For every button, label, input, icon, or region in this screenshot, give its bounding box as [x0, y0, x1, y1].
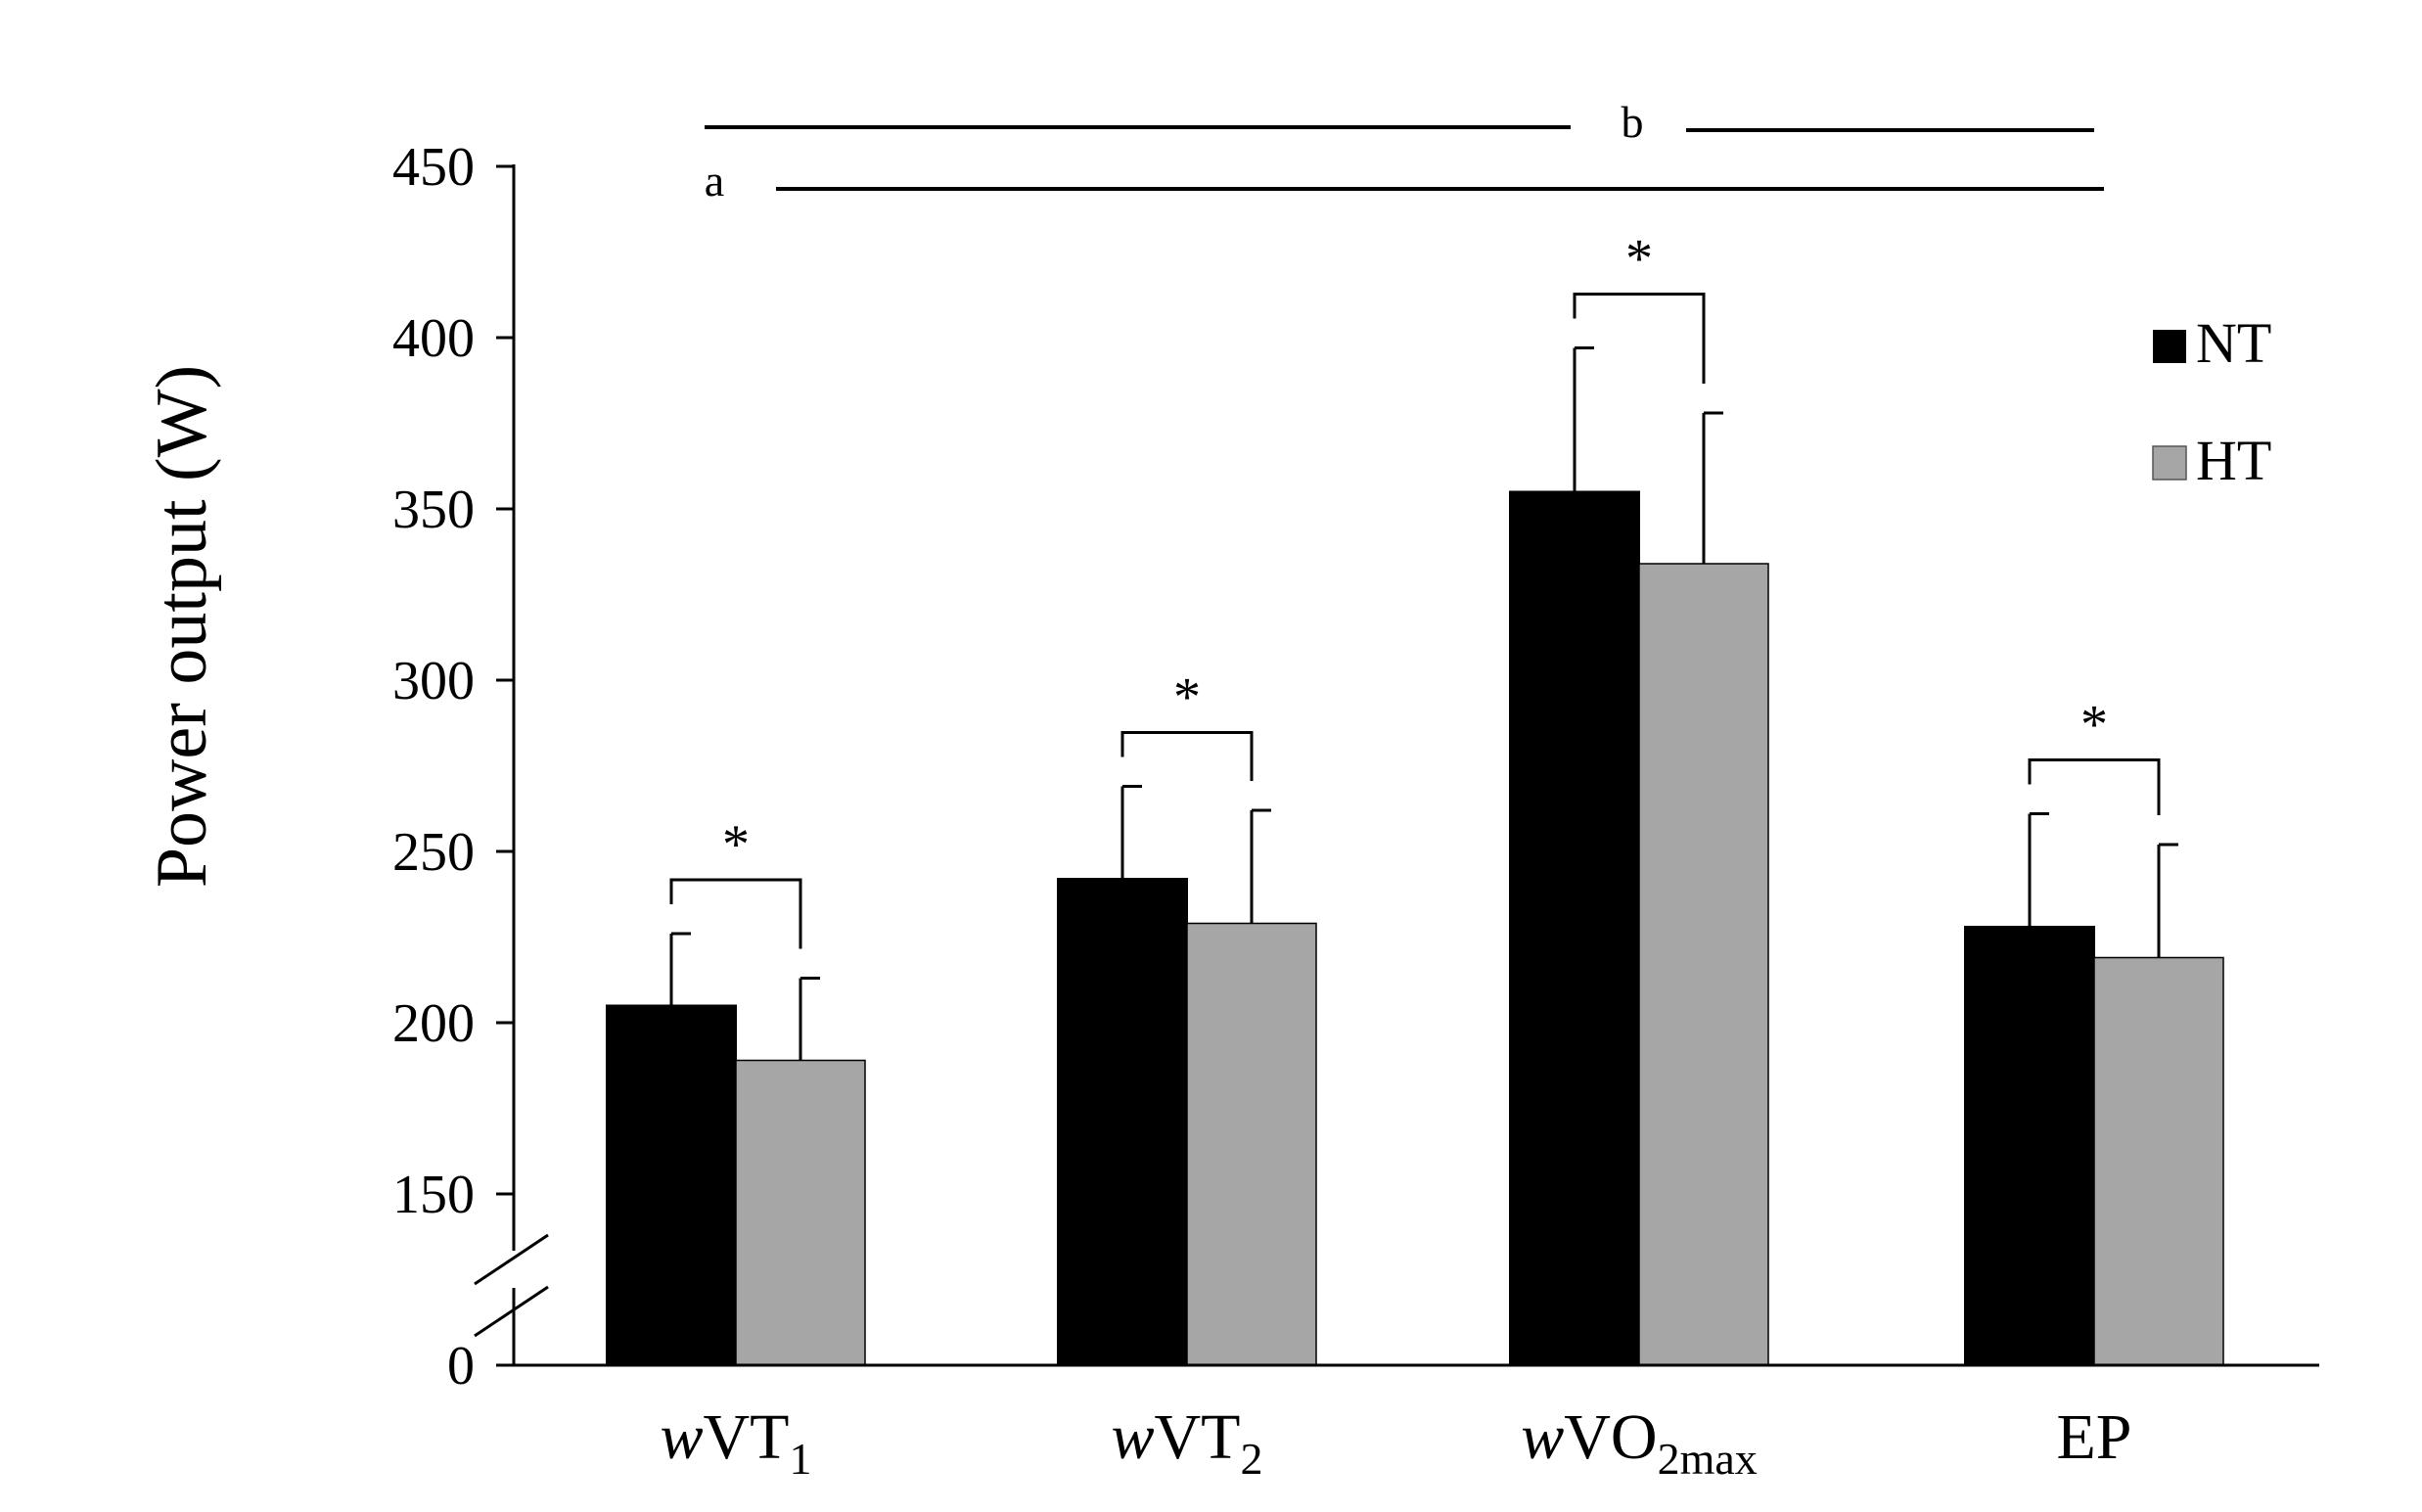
- significance-asterisk-0: *: [722, 814, 750, 875]
- x-tick-labels: wVT1 wVT2 wVO2max EP: [660, 1401, 2131, 1484]
- x-tick-label-main-0: VT: [704, 1401, 790, 1473]
- y-tick-label-250: 250: [392, 822, 475, 883]
- x-tick-label-2: wVO2max: [1521, 1401, 1758, 1484]
- bar-ht-0: [735, 1059, 866, 1366]
- bar-nt-3: [1964, 926, 2095, 1366]
- x-tick-label-sub-0: 1: [790, 1434, 812, 1484]
- y-axis-label: Power output (W): [142, 365, 222, 888]
- y-tick-label-350: 350: [392, 480, 475, 540]
- significance-bracket-1: [1120, 731, 1254, 781]
- y-tick-label-150: 150: [392, 1165, 475, 1225]
- x-tick-label-main-1: VT: [1155, 1401, 1241, 1473]
- y-tick-label-300: 300: [392, 651, 475, 711]
- x-tick-label-main-3: EP: [2056, 1401, 2131, 1473]
- significance-bracket-2: [1573, 293, 1706, 384]
- x-tick-label-main-2: VO: [1564, 1401, 1657, 1473]
- y-tick-label-200: 200: [392, 993, 475, 1054]
- bar-ht-2: [1638, 563, 1769, 1366]
- legend-swatch-ht: [2152, 445, 2187, 481]
- significance-asterisk-2: *: [1625, 229, 1653, 290]
- significance-asterisk-1: *: [1173, 667, 1201, 728]
- bars: [606, 346, 2224, 1366]
- axis-break-mark-upper: [474, 1233, 549, 1286]
- y-ticks: 450 400 350 300 250 200 150 0: [392, 137, 514, 1397]
- legend-label-nt: NT: [2196, 311, 2271, 375]
- axis-break-mark-lower: [474, 1285, 549, 1338]
- significance-asterisk-3: *: [2080, 695, 2108, 756]
- y-tick-label-400: 400: [392, 308, 475, 369]
- x-tick-label-sub-2: 2max: [1658, 1434, 1758, 1484]
- legend: NT HT: [2152, 311, 2271, 492]
- x-tick-label-prefix-2: w: [1521, 1401, 1564, 1473]
- x-tick-label-prefix-0: w: [660, 1401, 703, 1473]
- bar-nt-0: [606, 1004, 737, 1366]
- y-tick-label-0: 0: [447, 1336, 475, 1397]
- legend-swatch-nt: [2153, 330, 2186, 363]
- significance-line-label-a: a: [705, 156, 724, 206]
- bar-nt-2: [1509, 490, 1640, 1366]
- x-tick-label-prefix-1: w: [1111, 1401, 1154, 1473]
- y-tick-label-450: 450: [392, 137, 475, 198]
- bar-ht-1: [1186, 922, 1317, 1366]
- significance-bracket-0: [669, 878, 802, 949]
- x-tick-label-0: wVT1: [660, 1401, 811, 1484]
- significance-markers: * * * * a b: [669, 97, 2161, 949]
- axes: [474, 164, 2319, 1367]
- legend-label-ht: HT: [2196, 429, 2271, 492]
- significance-bracket-3: [2028, 758, 2161, 815]
- bar-nt-1: [1057, 878, 1188, 1366]
- x-tick-label-1: wVT2: [1111, 1401, 1262, 1484]
- x-tick-label-sub-1: 2: [1241, 1434, 1263, 1484]
- significance-line-label-b: b: [1622, 97, 1644, 147]
- bar-ht-3: [2093, 956, 2224, 1366]
- x-tick-label-3: EP: [2056, 1401, 2131, 1473]
